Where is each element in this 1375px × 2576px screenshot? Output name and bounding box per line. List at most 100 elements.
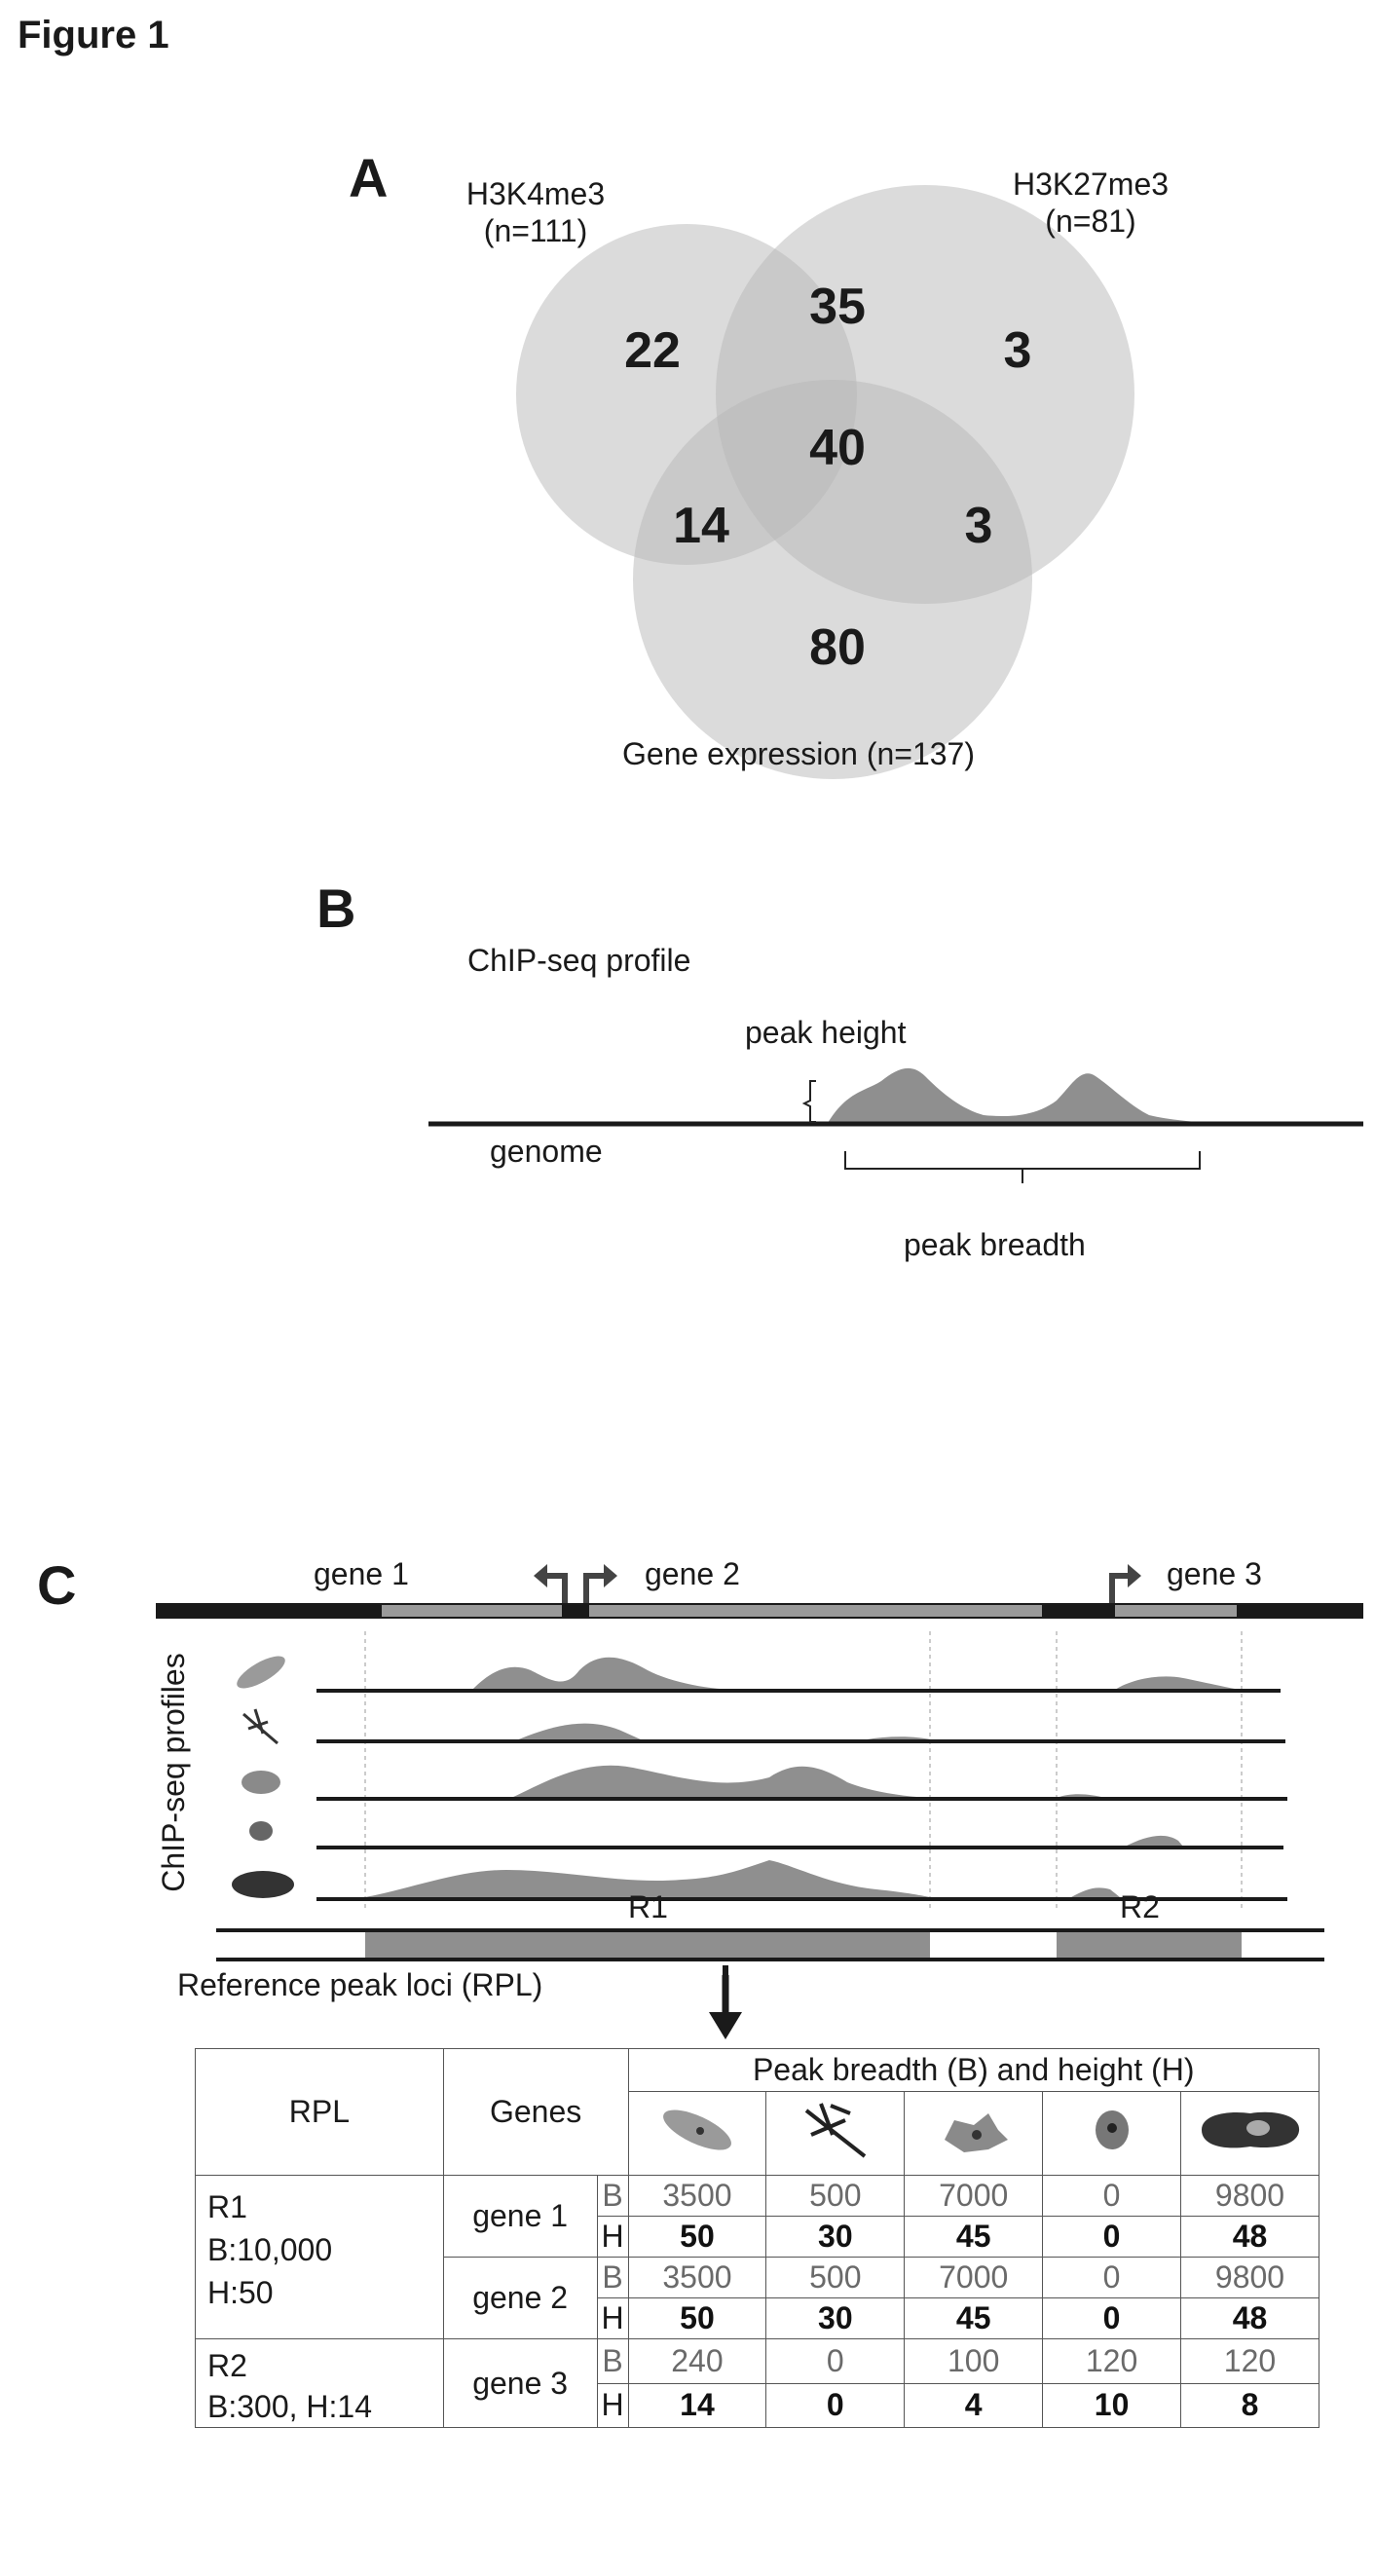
gene-cell: gene 2: [442, 2257, 598, 2339]
panel-b-letter: B: [316, 877, 356, 939]
genome-track-diagram: [156, 1564, 1363, 1977]
venn-set-count: (n=81): [1045, 204, 1136, 239]
rpl-breadth-height: B:300, H:14: [207, 2389, 372, 2424]
rpl-r2-cell: R2 B:300, H:14: [195, 2338, 444, 2428]
peak-height-label: peak height: [745, 1015, 907, 1050]
rpl-id: R1: [207, 2189, 247, 2224]
b-value: 7000: [904, 2257, 1044, 2298]
peak-height-brace: [801, 1080, 816, 1123]
chipseq-profiles-label: ChIP-seq profiles: [156, 1653, 191, 1892]
b-value: 0: [1042, 2257, 1181, 2298]
venn-count-h3k4-only: 22: [624, 322, 681, 379]
venn-diagram: [516, 185, 1134, 779]
h-letter: H: [596, 2216, 629, 2258]
b-value: 120: [1180, 2338, 1319, 2384]
cell-icon-epithelial: [242, 1771, 280, 1794]
cell-type-epithelial-icon: [904, 2091, 1044, 2176]
region-r2-label: R2: [1120, 1889, 1160, 1924]
header-peak: Peak breadth (B) and height (H): [627, 2048, 1319, 2092]
venn-set-name: H3K4me3: [465, 176, 606, 211]
profile-peaks: [365, 1657, 1242, 1897]
rpl-id: R2: [207, 2348, 247, 2383]
chipseq-profile-title: ChIP-seq profile: [467, 943, 691, 978]
rpl-label: Reference peak loci (RPL): [177, 1967, 543, 2002]
b-value: 100: [904, 2338, 1044, 2384]
b-value: 3500: [627, 2175, 767, 2217]
chipseq-profile-diagram: [428, 1067, 1363, 1183]
b-value: 0: [765, 2338, 906, 2384]
h-value: 8: [1180, 2382, 1319, 2428]
rpl-region-r2: [1057, 1932, 1242, 1958]
cell-type-neuron-icon: [765, 2091, 906, 2176]
cell-icon-large: [232, 1871, 294, 1898]
venn-label-gene-expression: Gene expression (n=137): [622, 736, 975, 771]
rpl-region-r1: [365, 1932, 930, 1958]
venn-count-h3k27-only: 3: [1003, 322, 1032, 379]
h-value: 48: [1180, 2297, 1319, 2339]
region-r1-label: R1: [628, 1889, 668, 1924]
b-value: 9800: [1180, 2257, 1319, 2298]
h-value: 45: [904, 2216, 1044, 2258]
venn-label-h3k4me3: H3K4me3 (n=111): [419, 175, 652, 249]
cell-type-large-icon: [1180, 2091, 1319, 2176]
header-rpl: RPL: [195, 2048, 444, 2176]
venn-count-all-three: 40: [809, 420, 866, 476]
header-genes: Genes: [442, 2048, 629, 2176]
b-letter: B: [596, 2175, 629, 2217]
tss-arrow-icon: [1128, 1564, 1141, 1587]
rpl-table: RPL Genes Peak breadth (B) and height (H…: [195, 2048, 1319, 2428]
peak-breadth-brace: [844, 1151, 1201, 1183]
h-value: 0: [765, 2382, 906, 2428]
venn-label-h3k27me3: H3K27me3 (n=81): [974, 166, 1208, 240]
b-value: 9800: [1180, 2175, 1319, 2217]
gene-1-bar: [382, 1605, 562, 1617]
b-letter: B: [596, 2338, 629, 2384]
gene-cell: gene 3: [442, 2338, 598, 2428]
venn-count-h3k4-expr: 14: [673, 498, 729, 554]
tss-arrow-icon: [583, 1573, 608, 1603]
tss-arrow-icon: [604, 1564, 617, 1587]
b-letter: B: [596, 2257, 629, 2298]
cell-type-blood-icon: [1042, 2091, 1181, 2176]
h-value: 14: [627, 2382, 767, 2428]
gene-cell: gene 1: [442, 2175, 598, 2258]
rpl-height: H:50: [207, 2275, 274, 2310]
panel-c-letter: C: [37, 1554, 77, 1616]
h-value: 0: [1042, 2297, 1181, 2339]
venn-circle-gene-expression: [633, 380, 1032, 779]
h-value: 30: [765, 2216, 906, 2258]
venn-set-name: H3K27me3: [1012, 167, 1170, 202]
down-arrow-icon: [709, 1975, 742, 2039]
b-value: 0: [1042, 2175, 1181, 2217]
h-value: 30: [765, 2297, 906, 2339]
cell-icon-neuron: [242, 1708, 279, 1745]
gene-2-bar: [589, 1605, 1042, 1617]
b-value: 500: [765, 2257, 906, 2298]
b-value: 240: [627, 2338, 767, 2384]
gene-1-label: gene 1: [314, 1556, 409, 1591]
h-value: 0: [1042, 2216, 1181, 2258]
venn-count-expr-only: 80: [809, 619, 866, 676]
h-value: 48: [1180, 2216, 1319, 2258]
rpl-r1-cell: R1 B:10,000 H:50: [195, 2175, 444, 2339]
tss-arrow-icon: [534, 1564, 547, 1587]
peak-breadth-label: peak breadth: [904, 1227, 1086, 1262]
cell-type-fibroblast-icon: [627, 2091, 767, 2176]
gene-3-bar: [1115, 1605, 1237, 1617]
figure-title: Figure 1: [18, 14, 169, 56]
gene-2-label: gene 2: [645, 1556, 740, 1591]
peak-shape: [828, 1067, 1208, 1123]
panel-a-letter: A: [349, 147, 389, 208]
h-value: 45: [904, 2297, 1044, 2339]
gene-3-label: gene 3: [1167, 1556, 1262, 1591]
h-letter: H: [596, 2297, 629, 2339]
h-value: 4: [904, 2382, 1044, 2428]
rpl-breadth: B:10,000: [207, 2232, 333, 2267]
profile-lines: [316, 1689, 1287, 1901]
b-value: 120: [1042, 2338, 1181, 2384]
tss-arrow-icon: [543, 1573, 568, 1603]
h-value: 50: [627, 2216, 767, 2258]
b-value: 3500: [627, 2257, 767, 2298]
tss-arrow-icon: [1109, 1573, 1132, 1603]
h-letter: H: [596, 2382, 629, 2428]
